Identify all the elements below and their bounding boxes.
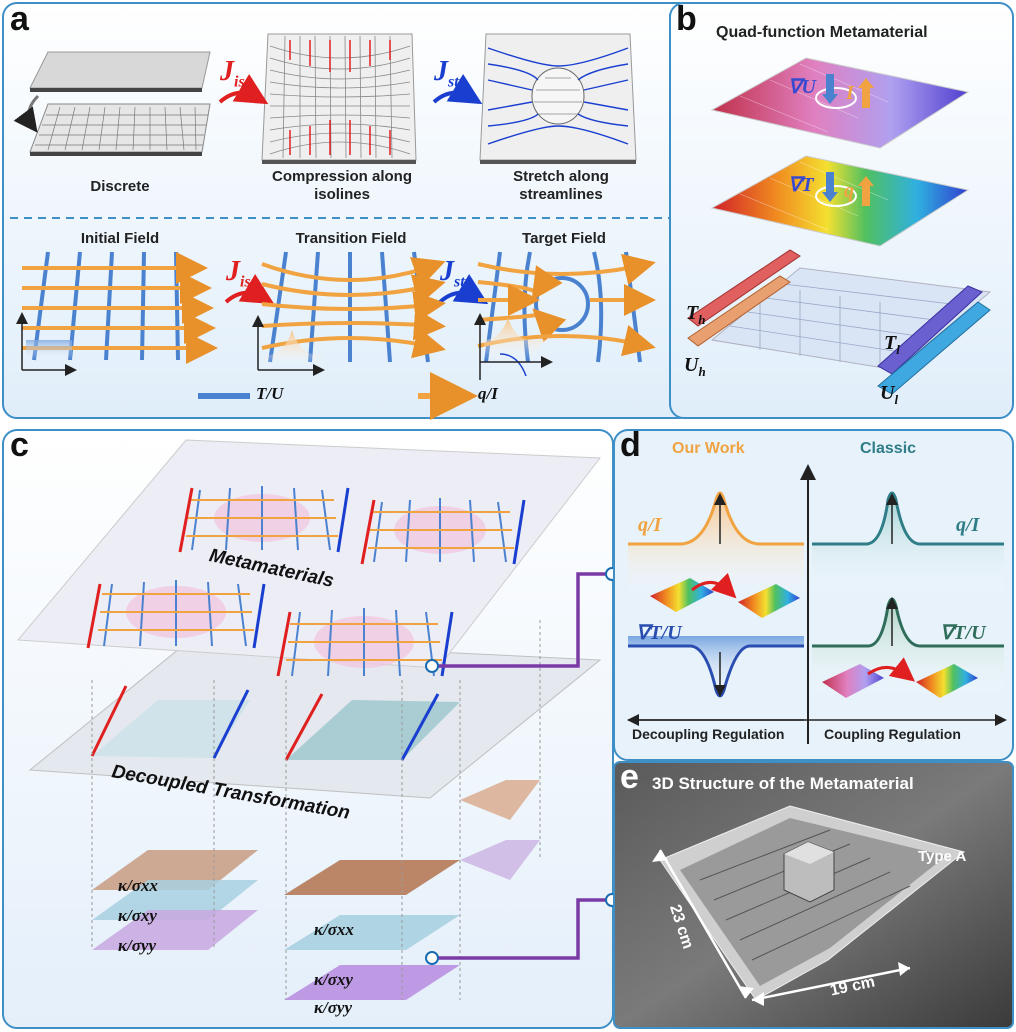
j-iso-arrow-top <box>218 73 269 105</box>
j-iso-label-top: Jiso <box>220 56 253 91</box>
qi-label-left: q/I <box>638 514 662 536</box>
caption-target: Target Field <box>522 230 606 247</box>
metamaterial-unit-4 <box>276 608 454 677</box>
cold-electrode <box>877 285 983 375</box>
heat-label: q <box>844 180 854 202</box>
caption-discrete: Discrete <box>90 178 150 195</box>
target-field-grid <box>474 251 656 380</box>
uh-label: Uh <box>684 354 706 379</box>
j-str-label-top: Jstr <box>434 56 465 91</box>
grad-label-left: ∇T/U <box>636 622 682 644</box>
panel-e-title: 3D Structure of the Metamaterial <box>652 774 914 793</box>
panel-c <box>2 429 619 1029</box>
kxx-label-right: κ/σxx <box>314 920 354 939</box>
type-label: Type A <box>918 848 967 865</box>
discrete-plates <box>13 51 211 156</box>
qi-label-right: q/I <box>956 514 980 536</box>
panel-c-label: c <box>10 426 29 464</box>
ul-label: Ul <box>880 382 899 407</box>
j-str-label-bottom: Jstr <box>440 256 471 291</box>
kxy-label-left: κ/σxy <box>118 906 157 925</box>
caption-compression: Compression along isolines <box>271 168 413 203</box>
kyy-label-left: κ/σyy <box>118 936 156 955</box>
classic-title: Classic <box>860 440 917 457</box>
metamaterial-unit-2 <box>360 498 526 565</box>
metamaterial-unit-3 <box>86 580 266 649</box>
current-label: I <box>846 82 854 104</box>
panel-a <box>2 2 694 420</box>
stretch-plate <box>479 33 637 164</box>
hot-electrode <box>687 249 801 327</box>
compression-plate <box>261 33 417 164</box>
temperature-layer <box>710 155 970 247</box>
panel-b-title: Quad-function Metamaterial <box>716 24 928 41</box>
grad-label-right: ∇T/U <box>940 622 986 644</box>
j-str-arrow-top <box>432 73 483 105</box>
metamaterial-unit-1 <box>178 486 350 553</box>
panel-d <box>613 429 1014 761</box>
kyy-label-right: κ/σyy <box>314 998 352 1017</box>
transition-field-grid <box>252 251 446 376</box>
kxy-label-right: κ/σxy <box>314 970 353 989</box>
decoupled-plate <box>28 639 602 799</box>
legend-qi-label: q/I <box>478 384 498 403</box>
legend-tu-label: T/U <box>256 384 284 403</box>
kxx-label-left: κ/σxx <box>118 876 158 895</box>
tl-label: Tl <box>884 332 900 357</box>
decoupling-label: Decoupling Regulation <box>632 726 785 742</box>
initial-field-grid <box>16 251 218 376</box>
j-iso-arrow-bottom <box>224 273 275 305</box>
panel-d-label: d <box>620 426 641 464</box>
caption-stretch: Stretch along streamlines <box>513 168 609 203</box>
coupling-label: Coupling Regulation <box>824 726 961 742</box>
grad-u-label: ∇U <box>788 76 816 98</box>
potential-layer <box>710 57 970 149</box>
th-label: Th <box>686 302 706 327</box>
panel-b-label: b <box>676 0 697 38</box>
panel-e-label: e <box>620 758 639 796</box>
panel-b <box>669 2 1014 419</box>
caption-initial: Initial Field <box>80 230 160 247</box>
j-iso-label-bottom: Jiso <box>226 256 259 291</box>
our-work-title: Our Work <box>672 440 745 457</box>
grad-t-label: ∇T <box>788 174 814 196</box>
panel-e <box>613 761 1014 1029</box>
caption-transition: Transition Field <box>295 230 407 247</box>
panel-a-label: a <box>10 0 29 38</box>
